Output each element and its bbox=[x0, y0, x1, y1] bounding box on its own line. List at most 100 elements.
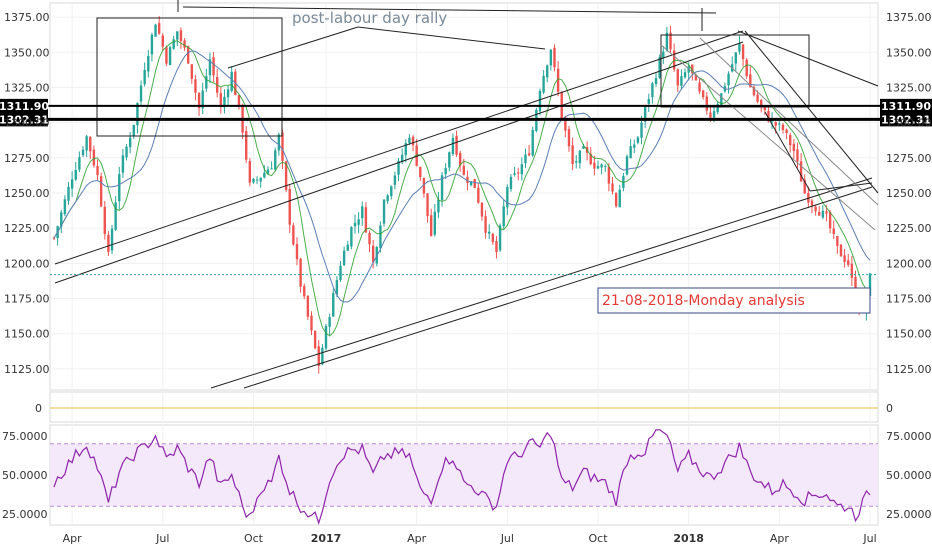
candle bbox=[662, 46, 665, 64]
candle bbox=[716, 100, 719, 115]
level-label-right-1302: 1302.31 bbox=[880, 112, 932, 127]
candle-body bbox=[531, 129, 534, 156]
candle-body bbox=[738, 43, 741, 52]
candle bbox=[310, 311, 313, 335]
price-tick-label: 1150.00 bbox=[886, 328, 932, 341]
candle bbox=[60, 209, 63, 234]
candle bbox=[455, 130, 458, 157]
candle-body bbox=[567, 129, 571, 147]
candle-body bbox=[810, 200, 814, 206]
candle bbox=[125, 143, 128, 161]
candle-body bbox=[121, 155, 125, 173]
candle bbox=[157, 16, 161, 35]
candle-body bbox=[70, 179, 74, 189]
candle-body bbox=[455, 135, 458, 155]
candle-body bbox=[720, 93, 723, 106]
candle-body bbox=[495, 241, 498, 253]
candle-body bbox=[462, 165, 466, 175]
channel-upper-line-2 bbox=[54, 41, 744, 284]
zero-label-left: 0 bbox=[35, 402, 42, 415]
price-tick-label: 1300.00 bbox=[886, 117, 932, 130]
candle bbox=[339, 261, 342, 282]
trendline-drawings bbox=[54, 0, 879, 389]
candle-body bbox=[669, 32, 672, 50]
candle-body bbox=[698, 82, 701, 92]
candle bbox=[741, 43, 745, 67]
time-tick-label: Jul bbox=[500, 532, 514, 545]
candle-body bbox=[705, 96, 708, 111]
candle-body bbox=[110, 228, 114, 251]
candle bbox=[734, 52, 738, 71]
candle-body bbox=[828, 212, 832, 229]
candle bbox=[553, 44, 556, 72]
candle bbox=[517, 167, 520, 181]
candle bbox=[353, 214, 357, 234]
candle-body bbox=[785, 129, 788, 133]
candle-body bbox=[313, 330, 317, 349]
candle-body bbox=[426, 193, 429, 217]
candle-body bbox=[386, 195, 389, 202]
candle bbox=[379, 221, 382, 253]
rsi-tick-label: 50.0000 bbox=[2, 469, 48, 482]
time-tick-label: Apr bbox=[63, 532, 83, 545]
candle bbox=[799, 153, 803, 182]
price-tick-label: 1150.00 bbox=[4, 328, 50, 341]
candle bbox=[651, 81, 654, 104]
candle-body bbox=[147, 56, 150, 72]
candle-body bbox=[629, 146, 632, 159]
candle bbox=[299, 257, 302, 293]
svg-text:1302.31: 1302.31 bbox=[881, 113, 931, 126]
time-axis: Apr Jul Oct 2017 Apr Jul Oct 2018 Apr Jul bbox=[63, 532, 877, 545]
candle bbox=[832, 220, 835, 240]
rsi-overbought-oversold-band bbox=[50, 443, 878, 507]
candle-body bbox=[694, 74, 698, 81]
candle-body bbox=[255, 179, 259, 181]
candle-body bbox=[390, 186, 393, 197]
candle-body bbox=[190, 64, 194, 79]
price-tick-label: 1275.00 bbox=[886, 152, 932, 165]
candle bbox=[633, 139, 636, 154]
candle-body bbox=[618, 189, 621, 208]
price-tick-label: 1175.00 bbox=[886, 293, 932, 306]
candle bbox=[270, 161, 273, 170]
wedge-line-1 bbox=[764, 111, 811, 192]
candle bbox=[567, 126, 571, 152]
candle bbox=[168, 45, 172, 66]
price-axis-left: 1375.00 1350.00 1325.00 1300.00 1275.00 1250.… bbox=[4, 11, 50, 376]
candle-body bbox=[687, 66, 690, 73]
candle-body bbox=[186, 46, 190, 64]
candle-body bbox=[194, 79, 197, 93]
candle-body bbox=[814, 206, 817, 212]
candle-body bbox=[114, 202, 117, 230]
level-label-left-1302: 1302.31 bbox=[0, 112, 49, 127]
candle bbox=[828, 210, 832, 234]
candle bbox=[803, 174, 806, 195]
candle bbox=[433, 203, 436, 237]
candle bbox=[190, 64, 194, 84]
candle-body bbox=[379, 225, 382, 249]
candle bbox=[687, 62, 690, 81]
candle bbox=[118, 166, 121, 210]
candle-body bbox=[139, 85, 143, 102]
candle-body bbox=[502, 206, 505, 227]
candle-body bbox=[509, 176, 513, 190]
rsi-axis-left: 75.0000 50.0000 25.0000 bbox=[2, 430, 48, 521]
candle-body bbox=[611, 183, 614, 192]
drawn-connector-line bbox=[182, 6, 717, 14]
drawn-pointer-right bbox=[357, 26, 546, 50]
price-tick-label: 1250.00 bbox=[886, 187, 932, 200]
candle-body bbox=[165, 47, 168, 64]
candle bbox=[92, 145, 96, 168]
candle bbox=[303, 283, 306, 300]
candle-body bbox=[368, 232, 371, 245]
candle bbox=[698, 78, 701, 95]
rsi-tick-label: 25.0000 bbox=[886, 508, 932, 521]
candle-body bbox=[709, 112, 712, 118]
candle-body bbox=[263, 172, 266, 178]
candle-body bbox=[727, 73, 730, 86]
candle bbox=[245, 125, 248, 164]
candle-body bbox=[767, 110, 770, 122]
candle bbox=[781, 122, 785, 134]
candle-body bbox=[324, 326, 328, 349]
candle-body bbox=[63, 199, 67, 215]
